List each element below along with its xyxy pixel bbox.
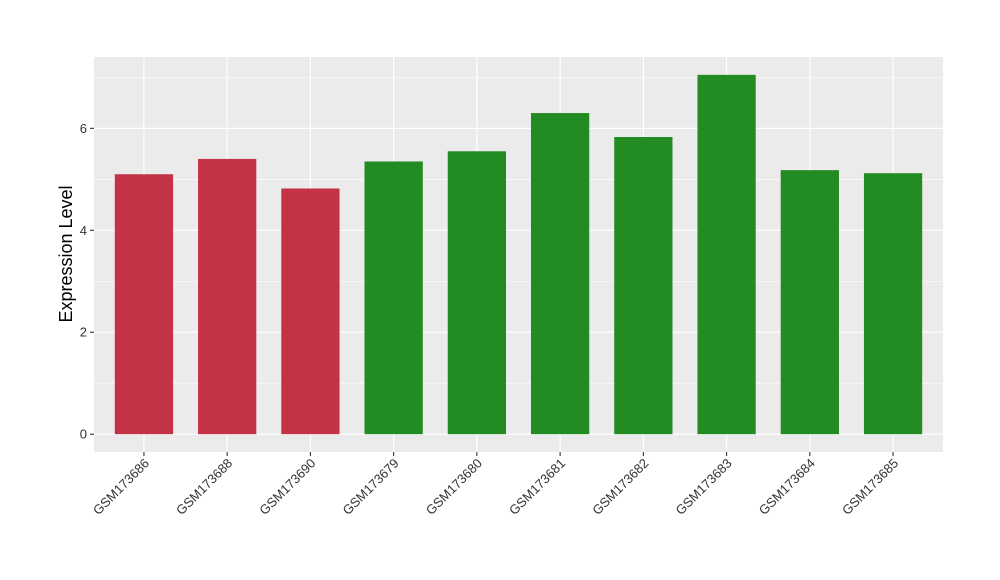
x-tick-label: GSM173679 xyxy=(340,456,402,518)
bar-GSM173679 xyxy=(364,161,423,435)
bars xyxy=(114,74,923,435)
y-tick-label: 0 xyxy=(80,427,87,442)
x-tick-label: GSM173684 xyxy=(756,456,818,518)
x-tick-label: GSM173685 xyxy=(839,456,901,518)
x-axis: GSM173686 GSM173688 GSM173690 GSM173679 GSM1… xyxy=(90,452,901,518)
bar-GSM173683 xyxy=(697,74,756,435)
y-tick-label: 4 xyxy=(80,223,87,238)
y-axis-title: Expression Level xyxy=(56,185,76,322)
x-tick-label: GSM173682 xyxy=(589,456,651,518)
x-tick-label: GSM173688 xyxy=(173,456,235,518)
x-tick-label: GSM173683 xyxy=(672,456,734,518)
x-tick-label: GSM173680 xyxy=(423,456,485,518)
y-tick-label: 2 xyxy=(80,325,87,340)
bar-GSM173684 xyxy=(780,170,839,435)
bar-GSM173686 xyxy=(114,174,174,435)
bar-GSM173690 xyxy=(281,188,340,435)
x-tick-label: GSM173686 xyxy=(90,456,152,518)
bar-GSM173688 xyxy=(198,158,257,435)
bar-GSM173682 xyxy=(614,137,673,435)
x-tick-label: GSM173681 xyxy=(506,456,568,518)
bar-GSM173681 xyxy=(530,113,590,435)
x-tick-label: GSM173690 xyxy=(256,456,318,518)
bar-GSM173685 xyxy=(863,173,923,435)
bar-GSM173680 xyxy=(447,151,507,435)
y-tick-label: 6 xyxy=(80,121,87,136)
y-axis: 0 2 4 6 xyxy=(80,121,94,442)
